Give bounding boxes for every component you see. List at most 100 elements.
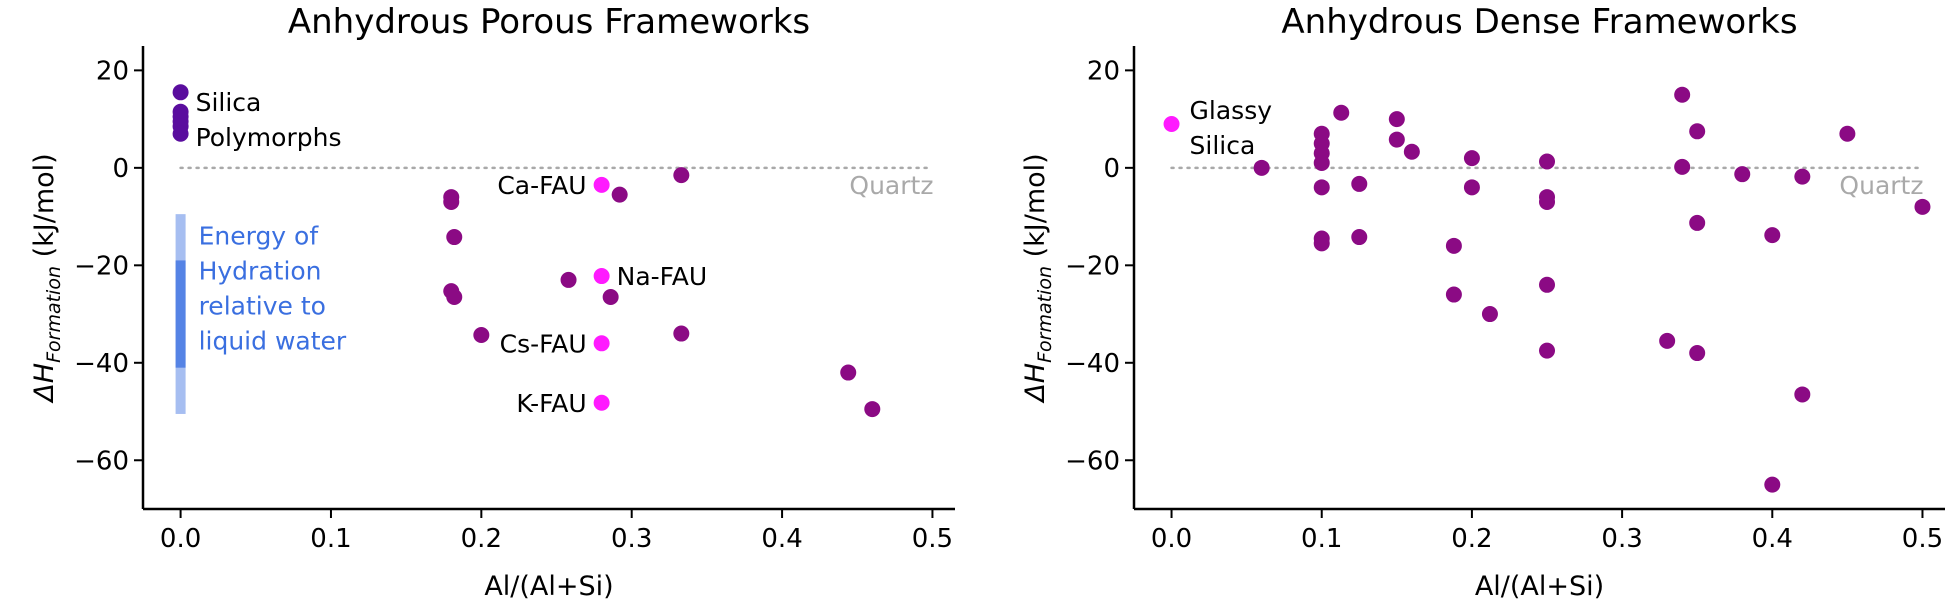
framework-point [473, 327, 490, 344]
y-tick-label: −40 [74, 349, 129, 379]
panel-dense: Anhydrous Dense Frameworks Quartz 0.0 0.1 0.… [1020, 2, 1945, 602]
x-tick-label: 0.2 [1451, 524, 1492, 554]
y-axis-label: ΔHFormation (kJ/mol) [29, 153, 65, 403]
x-tick-label: 0.3 [611, 524, 652, 554]
framework-point [1481, 306, 1498, 323]
framework-point [840, 364, 857, 381]
framework-point [1674, 86, 1691, 103]
framework-point [1689, 123, 1706, 140]
framework-point [1388, 131, 1405, 148]
framework-point [1914, 198, 1931, 215]
silica-label-line: Silica [196, 88, 262, 117]
chart-title: Anhydrous Porous Frameworks [288, 2, 810, 42]
x-tick-label: 0.1 [1301, 524, 1342, 554]
framework-point [1351, 229, 1368, 246]
silica-label-line: Polymorphs [196, 123, 342, 152]
framework-point [1689, 345, 1706, 362]
framework-point [1313, 154, 1330, 171]
hydration-label-line: Hydration [199, 256, 322, 285]
x-tick-label: 0.4 [1752, 524, 1793, 554]
y-axis-label-unit: (kJ/mol) [29, 153, 60, 266]
framework-point [611, 186, 628, 203]
framework-point [1445, 237, 1462, 254]
hydration-label-line: liquid water [199, 326, 347, 355]
x-tick-label: 0.0 [160, 524, 201, 554]
x-tick-label: 0.1 [310, 524, 351, 554]
x-tick-label: 0.5 [1902, 524, 1943, 554]
framework-point [1659, 332, 1676, 349]
framework-point [1764, 227, 1781, 244]
framework-point [1388, 111, 1405, 128]
framework-point [1764, 476, 1781, 493]
silica-point [172, 125, 189, 142]
framework-point [673, 325, 690, 342]
y-tick-label: −60 [1065, 446, 1120, 476]
y-tick-label: −60 [74, 446, 129, 476]
highlight-point [593, 394, 610, 411]
hydration-label-line: relative to [199, 291, 326, 320]
framework-point [1539, 276, 1556, 293]
y-axis-label-unit: (kJ/mol) [1020, 153, 1051, 266]
framework-point [1351, 175, 1368, 192]
x-tick-label: 0.3 [1601, 524, 1642, 554]
framework-point [1794, 168, 1811, 185]
x-tick-label: 0.0 [1151, 524, 1192, 554]
x-axis-label: Al/(Al+Si) [1475, 571, 1604, 602]
reference-line-label: Quartz [1839, 171, 1923, 200]
chart-title: Anhydrous Dense Frameworks [1281, 2, 1797, 42]
y-axis-label-main: ΔH [29, 363, 60, 404]
y-tick-label: 0 [1103, 154, 1120, 184]
framework-point [443, 193, 460, 210]
x-tick-label: 0.5 [912, 524, 953, 554]
framework-point [1674, 158, 1691, 175]
framework-point [560, 271, 577, 288]
y-tick-label: 20 [96, 56, 129, 86]
framework-point [1794, 386, 1811, 403]
framework-point [1463, 179, 1480, 196]
panel-porous: Anhydrous Porous Frameworks Quartz 0.0 0.1 0… [29, 2, 955, 602]
framework-point [1313, 235, 1330, 252]
x-axis-label: Al/(Al+Si) [484, 571, 613, 602]
highlight-label: Cs-FAU [500, 329, 587, 358]
highlight-point [593, 268, 610, 285]
y-tick-label: 0 [112, 154, 129, 184]
framework-point [602, 288, 619, 305]
y-axis-label: ΔHFormation (kJ/mol) [1020, 153, 1056, 403]
hydration-label-line: Energy of [199, 221, 320, 250]
framework-point [446, 229, 463, 246]
framework-point [1539, 342, 1556, 359]
y-axis-label-main: ΔH [1020, 363, 1051, 404]
framework-point [1539, 153, 1556, 170]
silica-point [172, 84, 189, 101]
highlight-label: Ca-FAU [497, 171, 586, 200]
framework-point [1445, 286, 1462, 303]
framework-point [1253, 159, 1270, 176]
y-axis-label-subscript: Formation [43, 266, 65, 363]
x-tick-label: 0.4 [761, 524, 802, 554]
reference-line-label: Quartz [849, 171, 933, 200]
highlight-label-line: Silica [1190, 131, 1256, 160]
framework-point [1313, 179, 1330, 196]
y-tick-label: 20 [1087, 56, 1120, 86]
framework-point [1539, 193, 1556, 210]
framework-point [1689, 214, 1706, 231]
y-axis-label-subscript: Formation [1034, 266, 1056, 363]
framework-point [1463, 150, 1480, 167]
highlight-label-line: Glassy [1190, 96, 1273, 125]
highlight-label: K-FAU [516, 389, 586, 418]
hydration-band-core [175, 260, 186, 368]
x-tick-label: 0.2 [461, 524, 502, 554]
y-tick-label: −20 [1065, 251, 1120, 281]
highlight-point [593, 176, 610, 193]
framework-point [864, 401, 881, 418]
framework-point [1333, 104, 1350, 121]
highlight-point [1163, 115, 1180, 132]
framework-point [1403, 143, 1420, 160]
y-tick-label: −40 [1065, 349, 1120, 379]
highlight-label: Na-FAU [617, 262, 708, 291]
framework-point [1734, 166, 1751, 183]
framework-point [673, 167, 690, 184]
framework-point [446, 288, 463, 305]
y-tick-label: −20 [74, 251, 129, 281]
